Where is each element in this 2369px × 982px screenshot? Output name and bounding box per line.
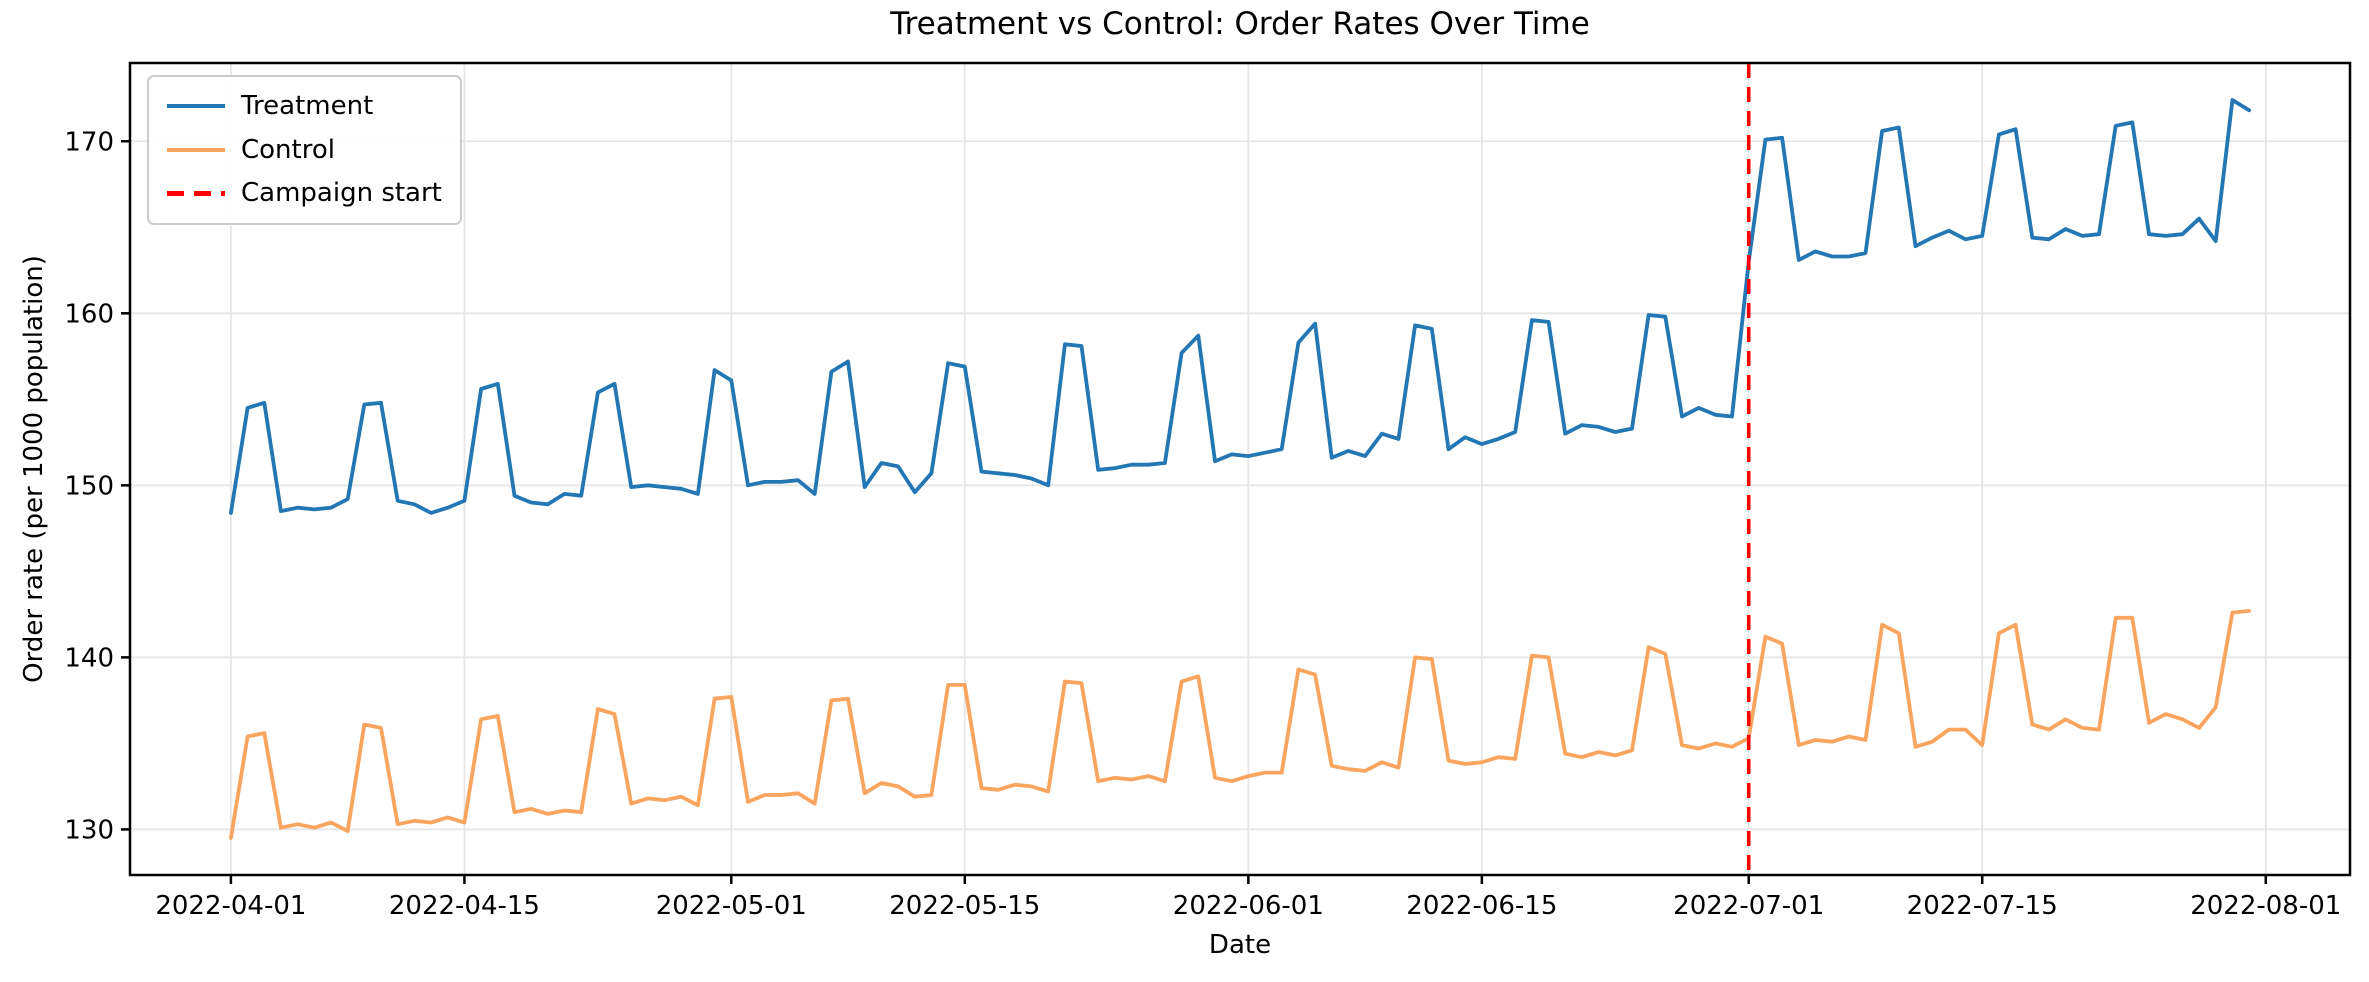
control-series-line xyxy=(228,609,2252,840)
legend-item-treatment: Treatment xyxy=(167,90,442,123)
x-tick-label: 2022-05-01 xyxy=(656,891,807,921)
x-tick-label: 2022-08-01 xyxy=(2190,891,2341,921)
chart-title: Treatment vs Control: Order Rates Over T… xyxy=(890,6,1590,42)
x-tick-label: 2022-07-15 xyxy=(1907,891,2058,921)
legend-label-campaign-start: Campaign start xyxy=(241,178,442,208)
x-tick-label: 2022-06-15 xyxy=(1406,891,1557,921)
axes-frame xyxy=(128,61,2352,877)
legend: Treatment Control Campaign start xyxy=(147,75,462,225)
legend-label-treatment: Treatment xyxy=(241,91,374,121)
x-tick-label: 2022-05-15 xyxy=(889,891,1040,921)
x-tick-label: 2022-04-01 xyxy=(155,891,306,921)
y-tick-label: 130 xyxy=(64,815,114,845)
y-tick-label: 150 xyxy=(64,471,114,501)
control-line-swatch xyxy=(167,147,225,152)
x-tick-label: 2022-06-01 xyxy=(1173,891,1324,921)
y-tick-label: 160 xyxy=(64,299,114,329)
legend-label-control: Control xyxy=(241,134,335,165)
y-tick-label: 140 xyxy=(64,643,114,673)
treatment-line-swatch xyxy=(167,104,225,109)
campaign-start-dash-swatch xyxy=(167,190,225,196)
x-axis-label: Date xyxy=(1208,930,1272,960)
x-tick-label: 2022-04-15 xyxy=(389,891,540,921)
y-tick-label: 170 xyxy=(64,127,114,157)
treatment-series-line xyxy=(228,98,2252,515)
legend-item-campaign-start: Campaign start xyxy=(167,177,442,210)
x-tick-label: 2022-07-01 xyxy=(1673,891,1824,921)
legend-item-control: Control xyxy=(167,134,442,167)
